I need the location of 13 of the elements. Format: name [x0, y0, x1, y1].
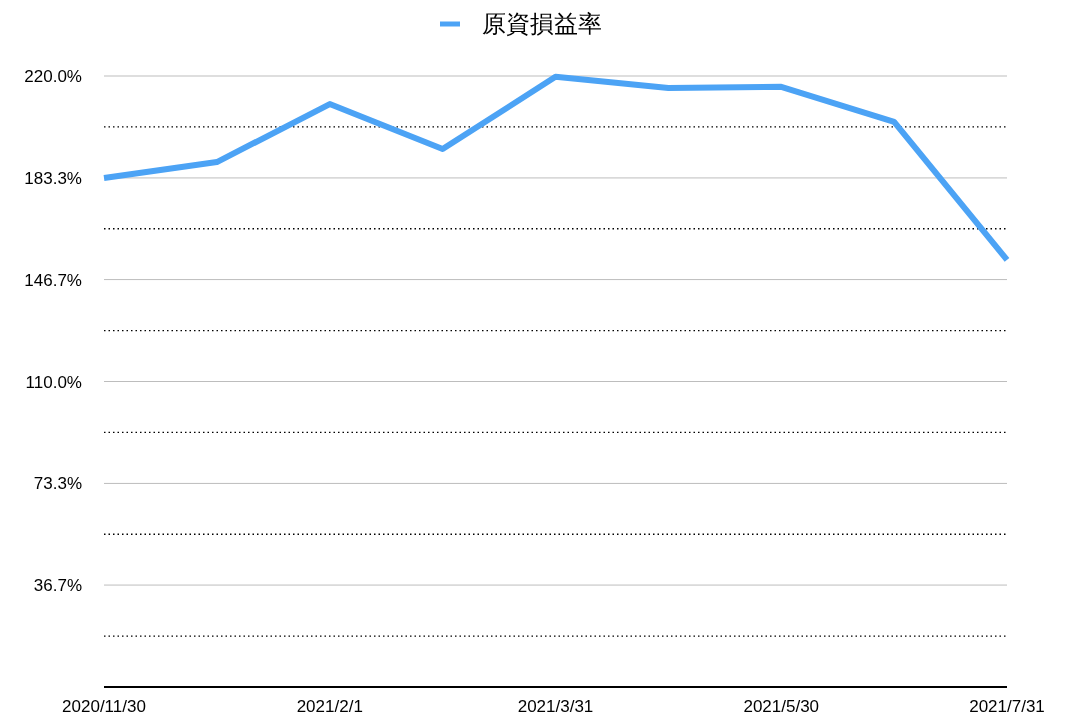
x-tick-label: 2021/3/31 [517, 697, 594, 716]
y-tick-label: 220.0% [24, 67, 82, 86]
legend: 原資損益率 [440, 10, 602, 37]
x-tick-label: 2021/5/30 [743, 697, 820, 716]
y-tick-label: 110.0% [25, 372, 82, 392]
y-tick-label: 36.7% [33, 576, 82, 596]
x-tick-label: 2021/2/1 [296, 697, 363, 716]
y-tick-label: 73.3% [33, 474, 82, 494]
legend-label: 原資損益率 [482, 10, 602, 37]
y-tick-label: 183.3% [24, 168, 82, 188]
x-tick-label: 2020/11/30 [62, 697, 146, 716]
x-tick-label: 2021/7/31 [969, 697, 1045, 716]
y-tick-label: 146.7% [24, 270, 82, 290]
